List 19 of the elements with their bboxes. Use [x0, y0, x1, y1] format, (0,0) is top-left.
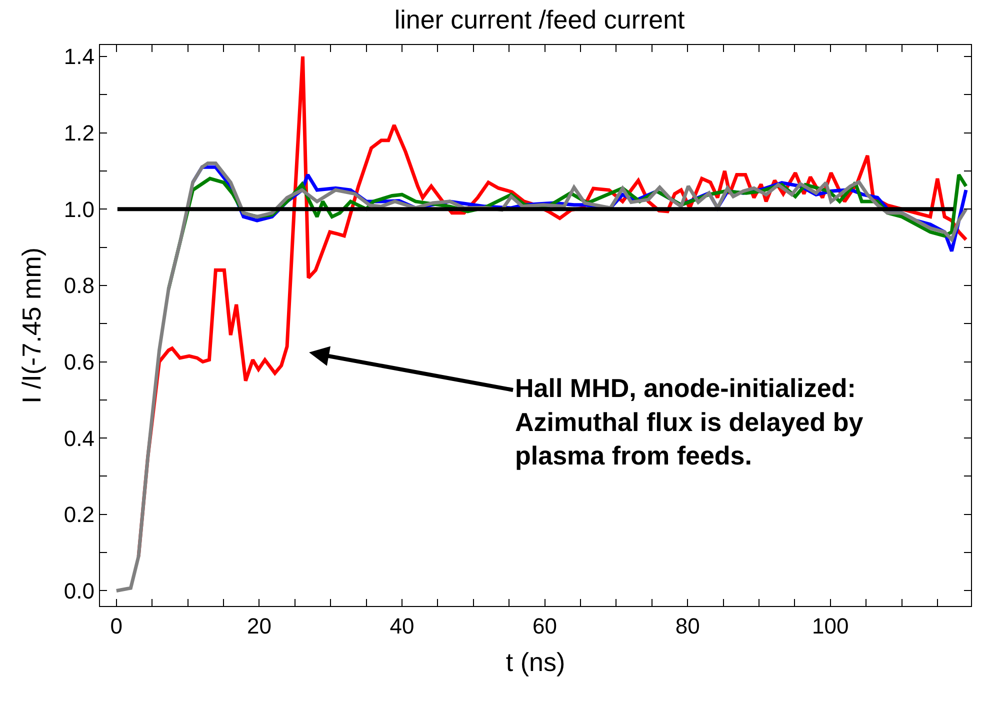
x-tick-label: 40 — [390, 614, 414, 638]
y-tick-label: 0.2 — [64, 502, 94, 528]
x-axis-title: t (ns) — [506, 647, 566, 678]
y-tick-label: 1.2 — [64, 120, 94, 146]
line-series — [114, 162, 968, 592]
x-tick-label: 20 — [246, 614, 272, 638]
y-tick-label: 0.6 — [64, 349, 94, 374]
y-axis-title: I /I(-7.45 mm) — [16, 247, 46, 404]
y-tick-label: 1.4 — [64, 44, 94, 70]
y-tick-label: 0.4 — [64, 426, 94, 451]
annotation: Hall MHD, anode-initialized: Azimuthal flux is delayed by plasma from feeds. — [515, 373, 864, 471]
y-tick-label: 1.0 — [64, 196, 94, 222]
x-tick-label: 60 — [532, 614, 558, 638]
chart-title: liner current /feed current — [394, 4, 686, 35]
y-tick-label: 0.8 — [64, 273, 94, 298]
x-tick-label: 0 — [110, 614, 123, 638]
x-tick-label: 80 — [675, 614, 700, 638]
y-tick-label: 0.0 — [64, 578, 94, 604]
x-tick-label: 100 — [812, 614, 849, 638]
